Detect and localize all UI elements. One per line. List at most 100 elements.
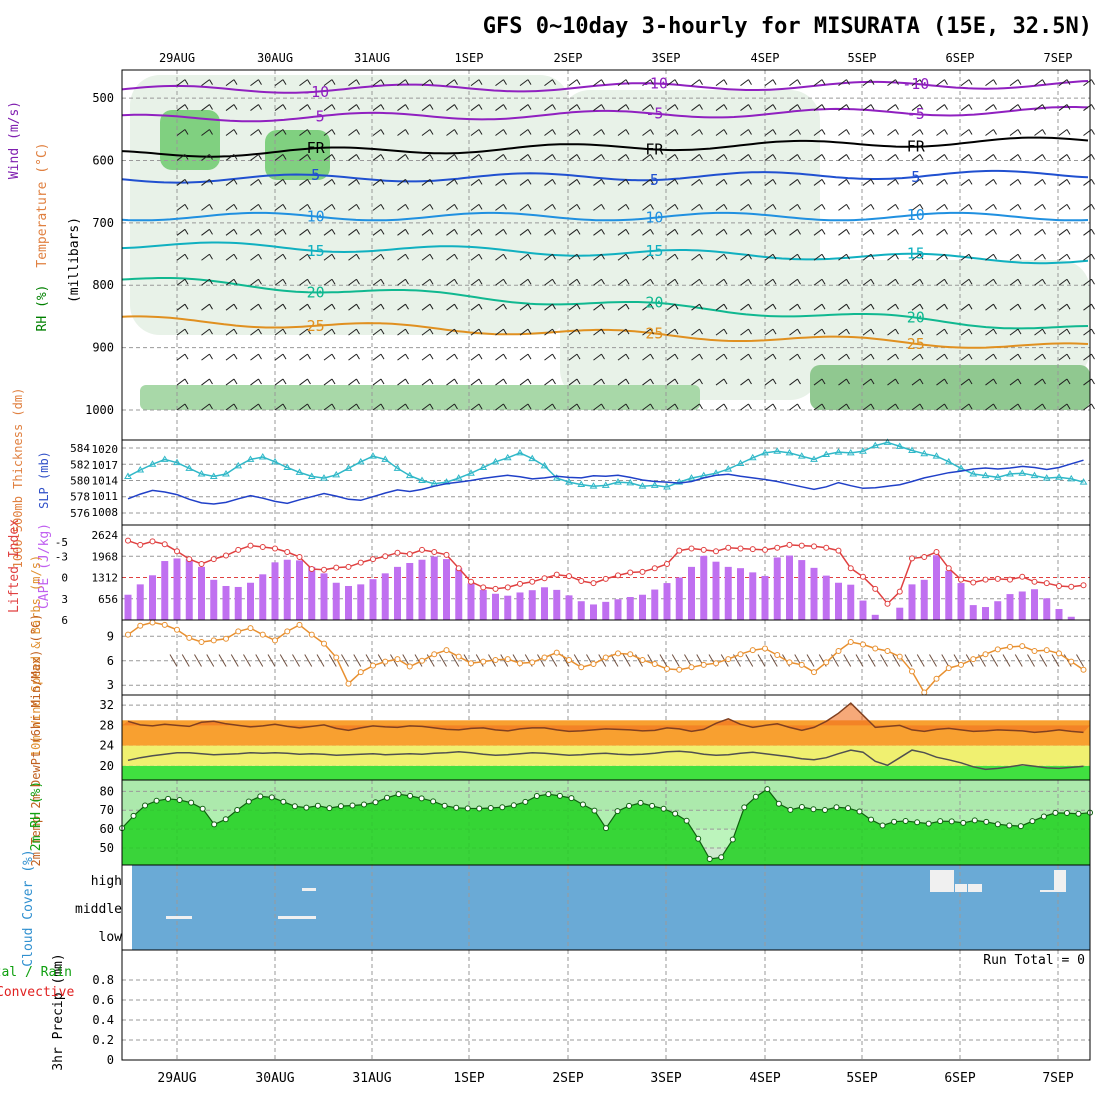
wind-barb-flag — [552, 179, 556, 185]
wind-barb-flag — [209, 129, 213, 135]
pressure-tick: 900 — [92, 341, 114, 355]
wind-barb-flag — [478, 378, 483, 385]
wind-barb — [495, 179, 504, 186]
wind-barb — [201, 378, 210, 386]
wind-speed-line-point — [1031, 647, 1038, 654]
wind-barb-flag — [503, 403, 507, 410]
cape-bar — [871, 614, 879, 620]
wind-barb — [1009, 79, 1019, 86]
wind-barb-flag — [870, 303, 875, 310]
wind-barb — [519, 203, 529, 211]
wind-barb-10m — [610, 654, 619, 667]
wind-barb — [985, 328, 994, 336]
wind-barb-10m — [904, 654, 913, 667]
rh-point — [361, 801, 367, 808]
rh-point — [718, 854, 725, 861]
wind-barb-flag — [454, 179, 458, 185]
wind-barb-10m — [475, 654, 484, 667]
rh-point — [637, 799, 644, 806]
wind-barb — [666, 278, 676, 286]
wind-barb-flag — [503, 328, 507, 335]
lifted-index-line-point — [137, 541, 144, 548]
wind-barb-flag — [1066, 353, 1071, 360]
wind-barb-flag — [772, 204, 777, 210]
wind-barb-flag — [944, 104, 948, 110]
wind-barb-flag — [944, 254, 948, 260]
wind-barb — [446, 129, 455, 136]
wind-barb-flag — [821, 328, 826, 335]
wind-barb — [299, 179, 308, 186]
wind-barb — [201, 353, 210, 361]
rh-point — [165, 795, 172, 802]
wind-barb — [642, 79, 651, 86]
wind-barb — [691, 104, 700, 111]
rh-point — [948, 818, 955, 825]
lifted-index-line-point — [259, 544, 266, 551]
cape-bar — [443, 559, 450, 620]
cape-bar — [957, 583, 965, 620]
wind-barb — [617, 79, 627, 86]
wind-barb — [936, 378, 945, 386]
wind-barb-flag — [895, 179, 899, 185]
lifted-index-line-point — [517, 580, 523, 587]
wind-barb-10m — [255, 654, 264, 667]
wind-barb — [446, 79, 455, 86]
wind-barb — [470, 378, 480, 386]
wind-barb-flag — [846, 378, 850, 385]
cape-bar — [430, 556, 438, 620]
thickness-line-point — [393, 464, 402, 471]
isotherm-label: 5 — [650, 171, 659, 189]
wind-barb-flag — [356, 204, 360, 210]
wind-barb-flag — [723, 154, 728, 160]
wind-barb-flag — [527, 353, 532, 360]
wind-barb-flag — [944, 353, 948, 360]
wind-barb — [764, 353, 774, 361]
wind-barb — [397, 228, 406, 236]
wind-speed-line-point — [125, 631, 131, 638]
wind-barb-flag — [405, 204, 409, 210]
wind-barb — [813, 104, 823, 111]
pressure-tick: 600 — [92, 153, 114, 167]
wind-barb — [568, 228, 578, 236]
cape-bar — [651, 589, 659, 620]
wind-barb — [568, 303, 578, 311]
wind-barb — [740, 79, 749, 86]
wind-barb — [446, 203, 455, 211]
wind-barb — [495, 353, 504, 361]
wind-barb-flag — [674, 254, 679, 260]
wind-barb — [299, 403, 308, 411]
cloud-level-label: middle — [75, 902, 122, 917]
cape-bar — [663, 583, 671, 620]
wind-barb-flag — [184, 154, 189, 160]
cloud-bar — [968, 884, 982, 892]
wind-barb-flag — [478, 353, 483, 360]
wind-barb-flag — [870, 378, 875, 385]
wind-barb-flag — [380, 303, 385, 310]
wind-barb-flag — [993, 179, 997, 185]
rh-point — [902, 817, 909, 824]
rh-point — [775, 800, 782, 807]
wind-barb-flag — [772, 129, 777, 135]
wind-barb-flag — [1091, 328, 1095, 335]
thickness-line-point — [271, 457, 279, 465]
wind-barb — [1034, 353, 1043, 361]
rh-point — [556, 792, 563, 799]
wind-barb — [617, 353, 627, 361]
thickness-line-point — [969, 470, 978, 477]
rh-point — [303, 804, 310, 811]
wind-tick: 3 — [107, 678, 114, 692]
wind-barb — [176, 403, 186, 411]
wind-barb — [299, 203, 308, 211]
wind-barb-flag — [919, 328, 924, 335]
wind-barb-flag — [1091, 179, 1095, 185]
lifted-index-line-point — [492, 585, 499, 592]
wind-barb-flag — [772, 378, 777, 385]
wind-barb-flag — [527, 179, 532, 185]
wind-barb-flag — [699, 129, 703, 135]
wind-barb-flag — [1066, 378, 1071, 385]
wind-barb — [593, 228, 602, 236]
wind-speed-line-point — [1056, 650, 1062, 657]
wind-barb-flag — [209, 179, 213, 185]
wind-barb-flag — [748, 204, 752, 210]
